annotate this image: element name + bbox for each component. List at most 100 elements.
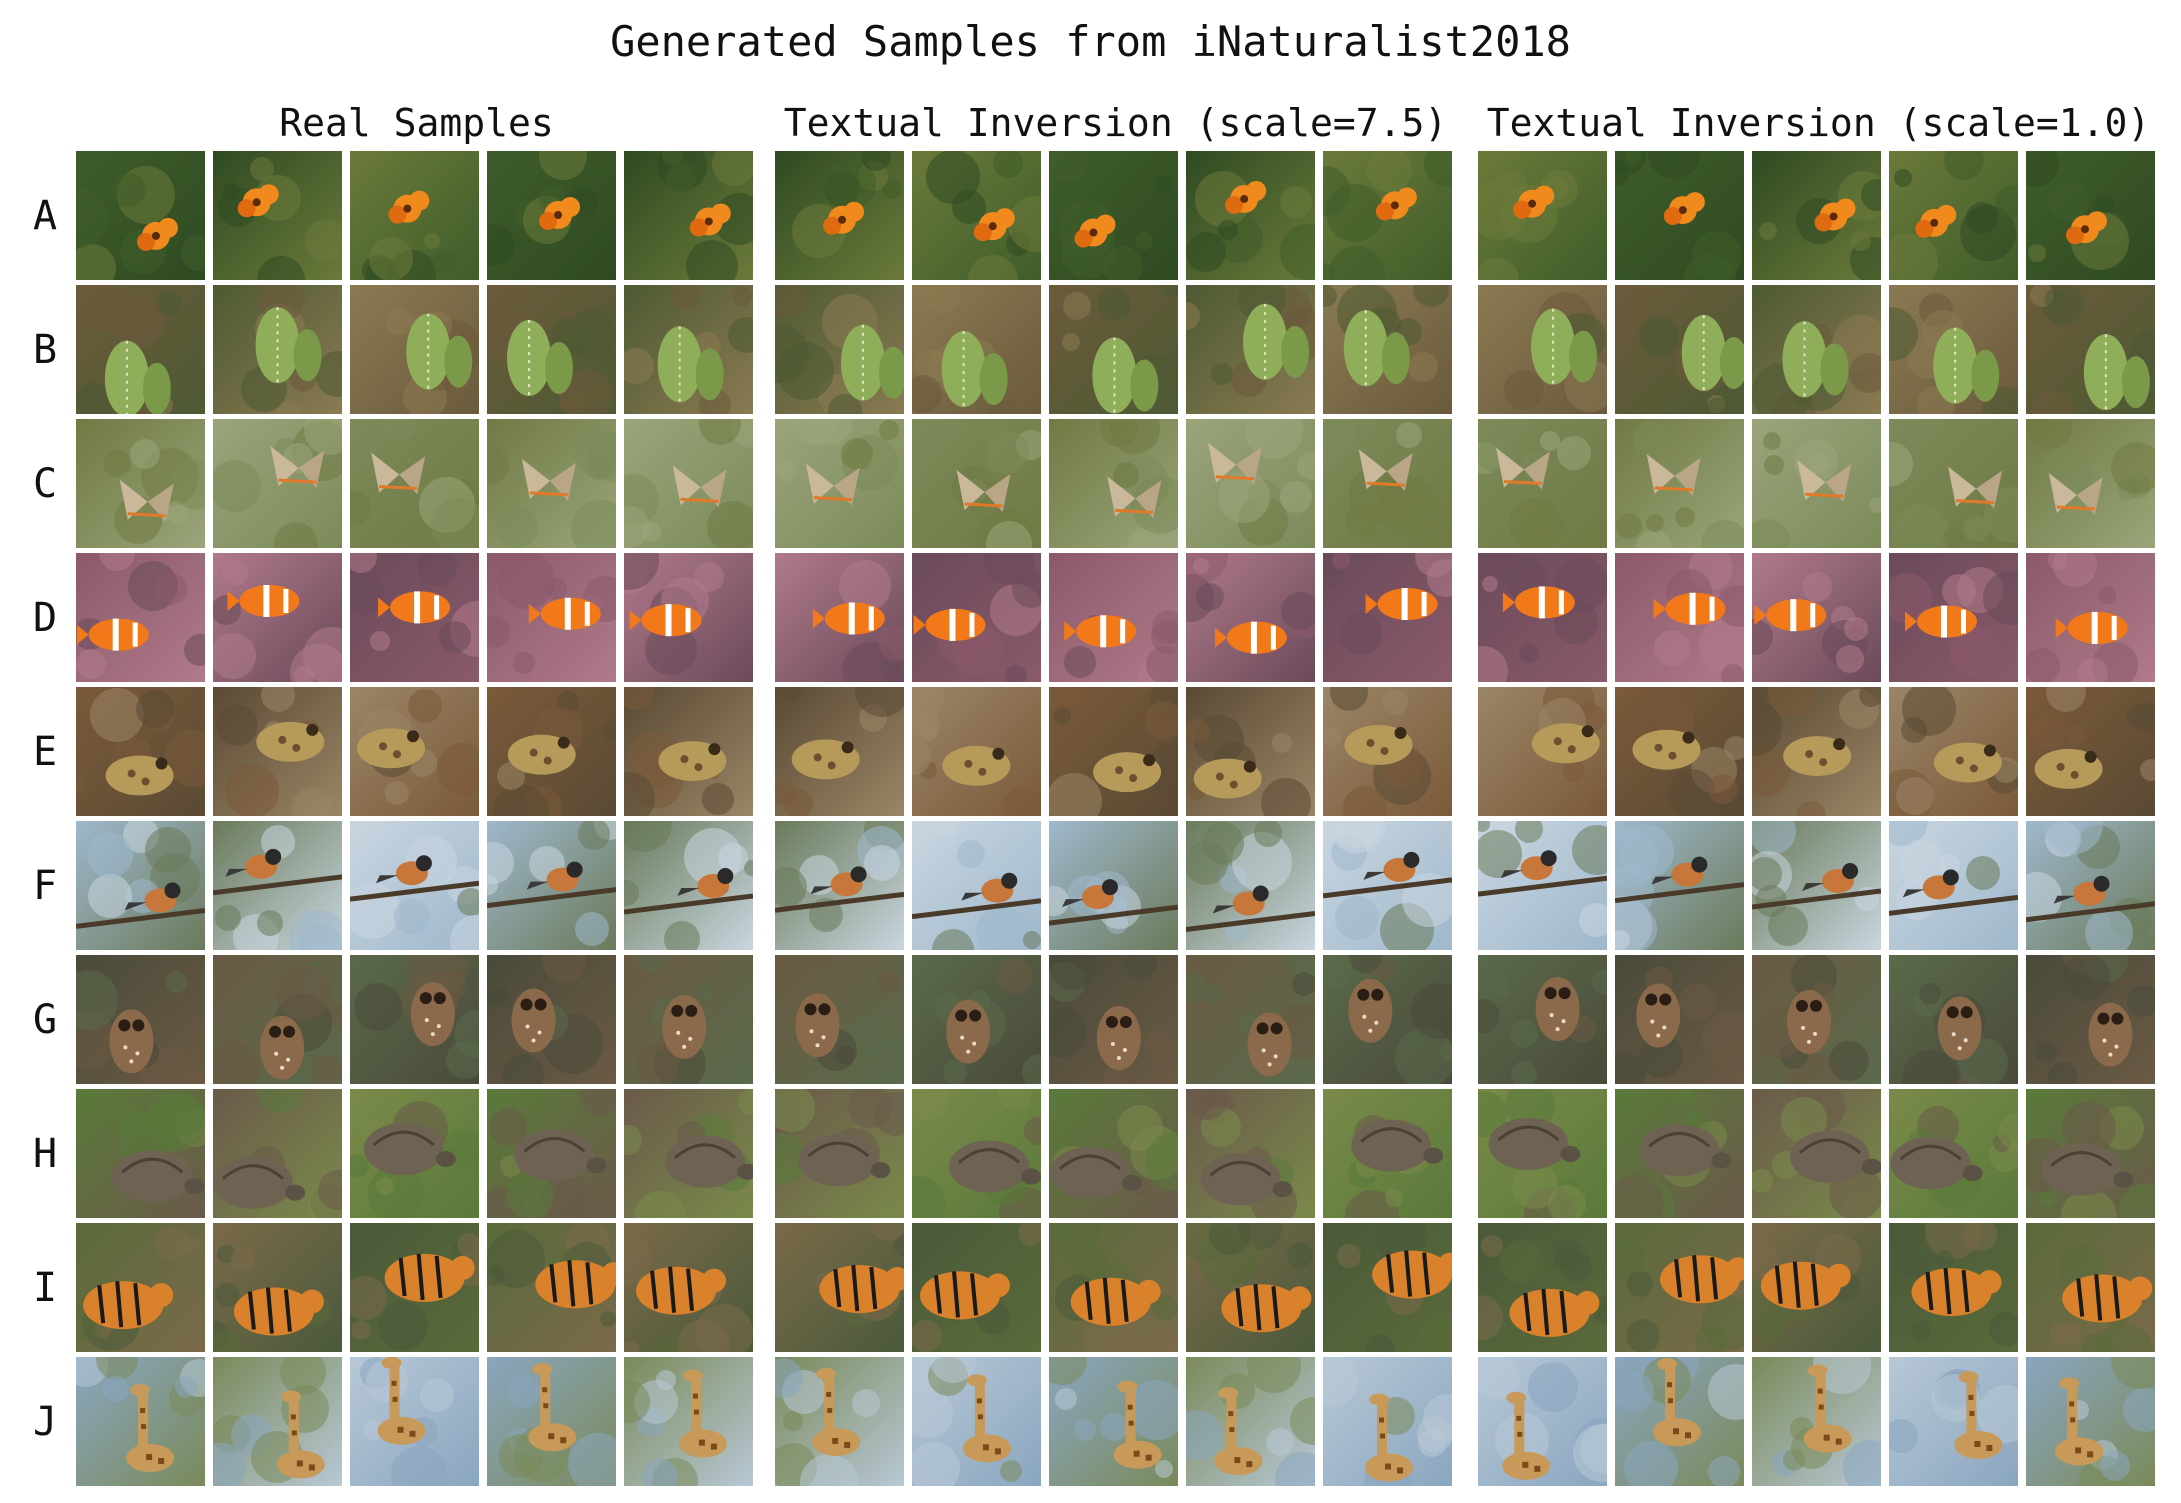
image-tile-c-panel3-col2 <box>1615 419 1744 548</box>
image-tile-f-panel3-col4 <box>1889 821 2018 950</box>
image-tile-b-panel3-col5 <box>2026 285 2155 414</box>
image-tile-c-panel1-col1 <box>76 419 205 548</box>
image-tile-a-panel2-col3 <box>1049 151 1178 280</box>
image-tile-i-panel2-col3 <box>1049 1223 1178 1352</box>
image-tile-j-panel3-col5 <box>2026 1357 2155 1486</box>
image-tile-a-panel3-col5 <box>2026 151 2155 280</box>
image-tile-i-panel2-col2 <box>912 1223 1041 1352</box>
image-tile-i-panel1-col2 <box>213 1223 342 1352</box>
figure-title: Generated Samples from iNaturalist2018 <box>610 17 1571 66</box>
image-tile-b-panel1-col3 <box>350 285 479 414</box>
image-tile-g-panel2-col1 <box>775 955 904 1084</box>
image-tile-e-panel2-col2 <box>912 687 1041 816</box>
image-tile-f-panel3-col5 <box>2026 821 2155 950</box>
image-tile-f-panel2-col4 <box>1186 821 1315 950</box>
image-tile-f-panel1-col2 <box>213 821 342 950</box>
image-tile-e-panel1-col4 <box>487 687 616 816</box>
image-tile-d-panel1-col1 <box>76 553 205 682</box>
image-tile-b-panel3-col1 <box>1478 285 1607 414</box>
image-tile-e-panel2-col4 <box>1186 687 1315 816</box>
image-tile-h-panel1-col3 <box>350 1089 479 1218</box>
image-tile-f-panel1-col1 <box>76 821 205 950</box>
image-tile-g-panel3-col3 <box>1752 955 1881 1084</box>
image-tile-c-panel1-col4 <box>487 419 616 548</box>
image-tile-a-panel1-col2 <box>213 151 342 280</box>
image-tile-j-panel2-col4 <box>1186 1357 1315 1486</box>
image-tile-j-panel3-col4 <box>1889 1357 2018 1486</box>
image-tile-f-panel1-col3 <box>350 821 479 950</box>
image-tile-c-panel1-col3 <box>350 419 479 548</box>
image-tile-b-panel1-col1 <box>76 285 205 414</box>
image-tile-e-panel2-col5 <box>1323 687 1452 816</box>
image-tile-d-panel1-col4 <box>487 553 616 682</box>
image-tile-c-panel3-col4 <box>1889 419 2018 548</box>
image-tile-e-panel1-col2 <box>213 687 342 816</box>
image-tile-e-panel1-col3 <box>350 687 479 816</box>
image-tile-j-panel2-col3 <box>1049 1357 1178 1486</box>
image-tile-f-panel3-col2 <box>1615 821 1744 950</box>
image-tile-a-panel1-col4 <box>487 151 616 280</box>
image-tile-f-panel3-col1 <box>1478 821 1607 950</box>
image-tile-c-panel1-col5 <box>624 419 753 548</box>
row-label-d: D <box>32 594 58 641</box>
image-tile-i-panel3-col1 <box>1478 1223 1607 1352</box>
image-tile-h-panel1-col1 <box>76 1089 205 1218</box>
image-tile-g-panel2-col4 <box>1186 955 1315 1084</box>
row-label-i: I <box>32 1264 58 1311</box>
image-tile-d-panel3-col3 <box>1752 553 1881 682</box>
image-tile-a-panel2-col2 <box>912 151 1041 280</box>
image-tile-i-panel1-col4 <box>487 1223 616 1352</box>
image-tile-g-panel1-col5 <box>624 955 753 1084</box>
row-label-e: E <box>32 728 58 775</box>
image-tile-h-panel2-col4 <box>1186 1089 1315 1218</box>
image-tile-d-panel2-col5 <box>1323 553 1452 682</box>
image-tile-h-panel3-col1 <box>1478 1089 1607 1218</box>
image-tile-h-panel1-col5 <box>624 1089 753 1218</box>
panel-title-real-samples: Real Samples <box>279 101 554 145</box>
image-tile-g-panel1-col4 <box>487 955 616 1084</box>
row-label-c: C <box>32 460 58 507</box>
image-tile-c-panel2-col3 <box>1049 419 1178 548</box>
image-tile-i-panel3-col2 <box>1615 1223 1744 1352</box>
image-tile-h-panel2-col2 <box>912 1089 1041 1218</box>
image-tile-b-panel1-col2 <box>213 285 342 414</box>
image-tile-h-panel3-col2 <box>1615 1089 1744 1218</box>
image-tile-g-panel1-col3 <box>350 955 479 1084</box>
image-tile-b-panel3-col3 <box>1752 285 1881 414</box>
image-tile-d-panel1-col2 <box>213 553 342 682</box>
image-tile-b-panel3-col2 <box>1615 285 1744 414</box>
image-tile-j-panel1-col2 <box>213 1357 342 1486</box>
image-tile-g-panel3-col5 <box>2026 955 2155 1084</box>
image-tile-j-panel1-col5 <box>624 1357 753 1486</box>
image-tile-a-panel3-col1 <box>1478 151 1607 280</box>
image-tile-g-panel2-col5 <box>1323 955 1452 1084</box>
image-tile-c-panel2-col2 <box>912 419 1041 548</box>
image-tile-d-panel2-col4 <box>1186 553 1315 682</box>
panel-title-textual-inversion-7-5: Textual Inversion (scale=7.5) <box>783 101 1448 145</box>
image-tile-g-panel2-col2 <box>912 955 1041 1084</box>
image-tile-d-panel3-col5 <box>2026 553 2155 682</box>
row-label-j: J <box>32 1398 58 1445</box>
image-tile-a-panel1-col1 <box>76 151 205 280</box>
image-tile-f-panel3-col3 <box>1752 821 1881 950</box>
image-tile-f-panel2-col3 <box>1049 821 1178 950</box>
image-tile-b-panel2-col1 <box>775 285 904 414</box>
row-label-b: B <box>32 326 58 373</box>
image-tile-i-panel3-col5 <box>2026 1223 2155 1352</box>
image-tile-c-panel3-col3 <box>1752 419 1881 548</box>
image-tile-e-panel3-col4 <box>1889 687 2018 816</box>
row-label-f: F <box>32 862 58 909</box>
image-tile-j-panel3-col3 <box>1752 1357 1881 1486</box>
image-tile-g-panel3-col2 <box>1615 955 1744 1084</box>
image-tile-b-panel1-col4 <box>487 285 616 414</box>
image-tile-g-panel1-col1 <box>76 955 205 1084</box>
image-tile-a-panel2-col5 <box>1323 151 1452 280</box>
image-tile-i-panel3-col3 <box>1752 1223 1881 1352</box>
image-tile-b-panel1-col5 <box>624 285 753 414</box>
image-tile-j-panel1-col3 <box>350 1357 479 1486</box>
image-tile-i-panel1-col3 <box>350 1223 479 1352</box>
image-tile-g-panel2-col3 <box>1049 955 1178 1084</box>
image-tile-a-panel3-col3 <box>1752 151 1881 280</box>
image-tile-a-panel3-col4 <box>1889 151 2018 280</box>
image-tile-d-panel3-col4 <box>1889 553 2018 682</box>
